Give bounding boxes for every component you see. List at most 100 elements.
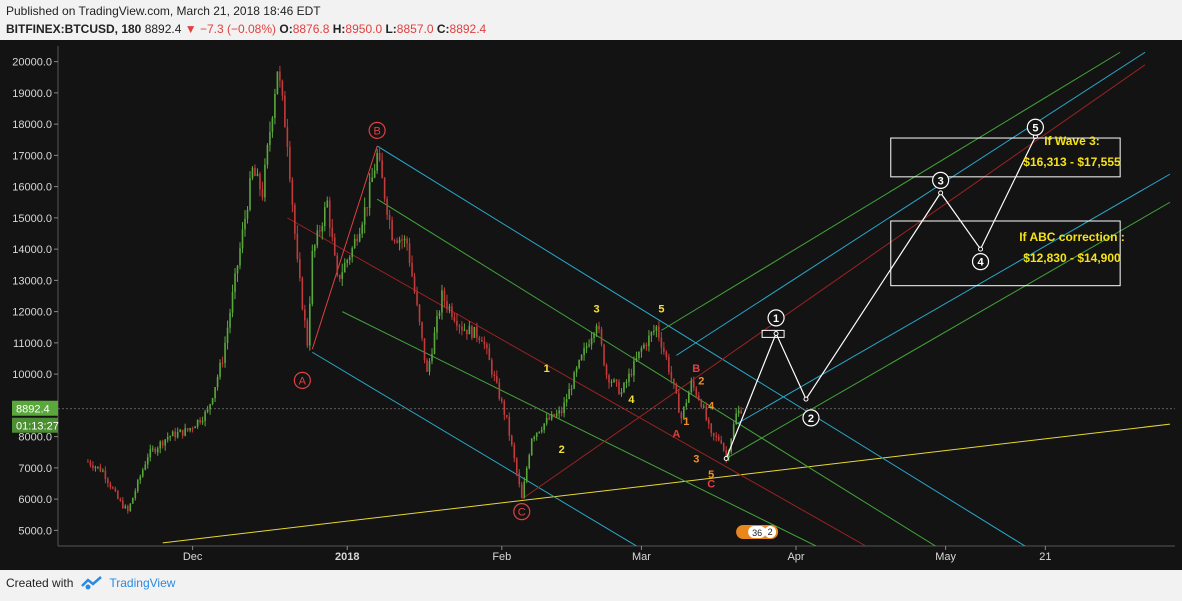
candle-body — [289, 146, 291, 180]
trend-line-darkred — [287, 217, 867, 546]
wave-label-yellow: 2 — [559, 444, 565, 456]
candle-body — [598, 325, 600, 330]
candle-body — [107, 479, 109, 484]
candle-body — [388, 214, 391, 220]
candle-body — [156, 448, 159, 453]
target-zones: If Wave 3: $16,313 - $17,555 If ABC correc… — [890, 134, 1125, 287]
close-label: C: — [436, 22, 450, 36]
wave-circle-white — [802, 409, 820, 427]
candle-body — [161, 441, 164, 446]
y-tick-label: 20000.0 — [12, 57, 52, 69]
published-line: Published on TradingView.com, March 21, … — [6, 4, 321, 18]
candle-body — [575, 367, 578, 373]
candle-body — [159, 441, 162, 449]
candle-body — [660, 337, 663, 348]
candle-body — [678, 393, 680, 413]
candle-body — [261, 189, 264, 198]
candle-body — [299, 259, 301, 279]
candle-body — [695, 387, 698, 396]
candle-body — [578, 360, 580, 368]
created-with-label: Created with — [6, 576, 74, 590]
y-tick-label: 16000.0 — [12, 182, 52, 194]
low-value: 8857.0 — [396, 22, 434, 36]
y-tick-label: 18000.0 — [12, 119, 52, 131]
wave1-target-box — [761, 329, 785, 338]
candle-body — [498, 382, 501, 399]
candle-body — [493, 374, 496, 377]
candle-body — [453, 316, 456, 321]
candle-body — [732, 424, 735, 439]
candle-body — [301, 278, 304, 310]
candle-body — [341, 272, 344, 279]
candle-body — [530, 438, 533, 456]
candle-body — [127, 506, 129, 511]
candle-body — [505, 414, 508, 417]
candle-body — [231, 292, 234, 313]
candle-body — [446, 301, 448, 309]
open-label: O: — [279, 22, 293, 36]
candle-body — [373, 170, 376, 178]
candle-body — [99, 466, 102, 472]
y-tick-label: 19000.0 — [12, 88, 52, 100]
wave-circle-red — [513, 503, 531, 521]
candle-body — [87, 461, 89, 463]
candle-body — [595, 325, 598, 334]
y-tick-label: 17000.0 — [12, 150, 52, 162]
candle-body — [615, 379, 618, 382]
tradingview-link[interactable]: TradingView — [109, 576, 176, 590]
candle-body — [663, 347, 665, 352]
candle-body — [553, 414, 555, 417]
wave-circle-white — [767, 309, 785, 327]
footer: Created with TradingView — [6, 576, 175, 590]
wave-label-white: 3 — [938, 175, 944, 187]
candle-body — [249, 178, 251, 210]
candle-body — [398, 239, 401, 243]
candle-body — [438, 312, 441, 317]
candle-body — [520, 484, 523, 498]
y-tick-label: 11000.0 — [13, 338, 52, 350]
candle-body — [638, 351, 640, 359]
candle-body — [540, 429, 543, 432]
price-chart[interactable]: 20000.019000.018000.017000.016000.015000… — [0, 40, 1182, 570]
x-axis: Dec 2018 Feb Mar Apr May 21 — [58, 545, 1175, 563]
candle-body — [565, 399, 568, 403]
candle-body — [481, 340, 483, 342]
y-axis: 20000.0 19000.0 18000.0 17000.0 16000.0 15000… — [12, 46, 59, 546]
countdown-text: 01:13:27 — [16, 421, 59, 433]
candle-body — [154, 448, 157, 453]
candle-body — [244, 218, 246, 230]
candle-body — [486, 344, 488, 349]
wave-label-white: 2 — [808, 413, 814, 425]
high-value: 8950.0 — [345, 22, 383, 36]
candle-body — [321, 226, 324, 232]
candle-body — [707, 419, 710, 424]
candle-body — [580, 355, 583, 361]
candle-body — [418, 304, 421, 323]
candle-body — [466, 329, 468, 335]
candle-body — [473, 326, 476, 338]
trend-line-green — [342, 311, 817, 546]
candle-body — [683, 406, 685, 419]
candle-body — [169, 436, 171, 438]
candle-body — [471, 326, 473, 338]
current-price-tag — [12, 400, 58, 416]
candle-body — [239, 248, 241, 266]
candle-body — [443, 290, 446, 302]
y-tick-label: 14000.0 — [12, 244, 52, 256]
trend-line-yellow — [162, 423, 1171, 544]
candle-body — [304, 309, 306, 321]
wave-circle-white — [1026, 118, 1044, 136]
candle-body — [314, 245, 316, 251]
wave-label-orange: 1 — [683, 416, 689, 428]
candle-body — [141, 469, 144, 477]
candle-body — [610, 381, 613, 383]
candle-body — [515, 458, 518, 473]
candle-body — [266, 145, 269, 165]
candle-body — [174, 431, 176, 438]
price-change: ▼ −7.3 (−0.08%) — [184, 22, 277, 36]
candle-body — [181, 429, 184, 436]
candle-body — [416, 292, 418, 305]
candle-body — [306, 320, 309, 346]
candle-body — [461, 326, 463, 331]
candle-body — [468, 326, 471, 335]
